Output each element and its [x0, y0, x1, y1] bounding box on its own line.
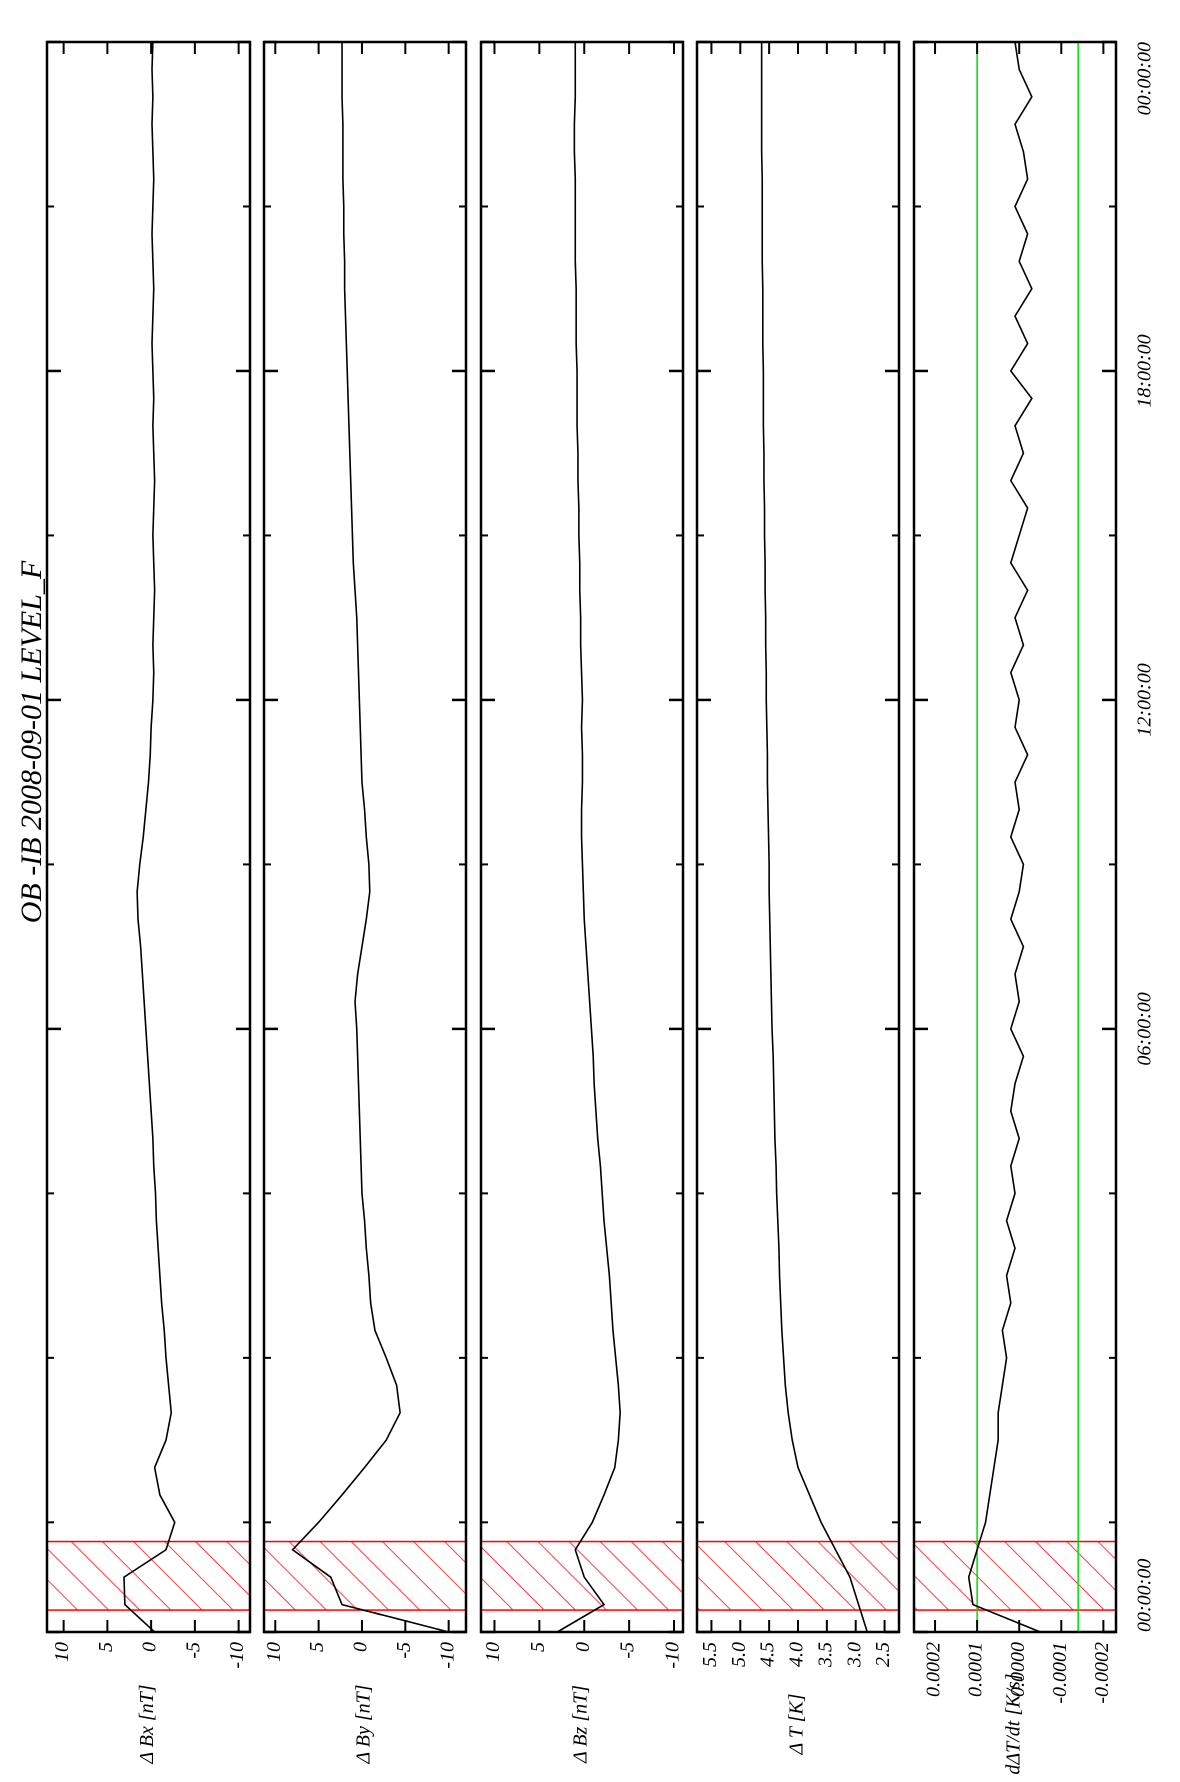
data-line [760, 42, 869, 1633]
y-tick-label: 4.5 [757, 1642, 779, 1667]
x-tick-label: 06:00:00 [1134, 992, 1156, 1065]
chart-title: OB -IB 2008-09-01 LEVEL_F [15, 560, 48, 923]
y-tick-label: -10 [436, 1642, 458, 1669]
y-tick-label: -10 [226, 1642, 248, 1669]
y-tick-label: 2.5 [872, 1642, 894, 1667]
y-tick-label: 0 [350, 1642, 372, 1652]
y-tick-label: 0.0001 [965, 1642, 987, 1697]
y-tick-label: 10 [263, 1642, 285, 1662]
y-tick-label: -0.0002 [1091, 1642, 1113, 1704]
y-tick-label: 3.5 [814, 1642, 836, 1668]
highlight-region [46, 1540, 251, 1611]
y-tick-label: 5.5 [699, 1642, 721, 1667]
y-tick-label: 10 [51, 1642, 73, 1662]
data-line [291, 42, 449, 1633]
y-tick-label: 4.0 [786, 1642, 808, 1667]
x-tick-label: 12:00:00 [1134, 663, 1156, 736]
y-tick-label: 5 [527, 1642, 549, 1652]
y-tick-label: 3.0 [843, 1642, 865, 1668]
y-tick-label: -5 [393, 1642, 415, 1659]
data-line [556, 42, 621, 1633]
y-axis-label: dΔT/dt [K/s] [1003, 1673, 1025, 1774]
panel-frame [479, 40, 685, 1634]
y-tick-label: 0.0000 [1007, 1642, 1029, 1697]
highlight-region [480, 1540, 684, 1611]
panel-frame [912, 40, 1118, 1634]
y-tick-label: 0 [139, 1642, 161, 1652]
y-axis-label: Δ T [K] [786, 1693, 808, 1755]
data-line [967, 41, 1041, 1633]
panel-frame [262, 40, 468, 1634]
plot-area: OB -IB 2008-09-01 LEVEL_F 10 5 0 -5 -10 Δ Bx … [15, 40, 1156, 1775]
y-axis-label: Δ By [nT] [353, 1684, 375, 1764]
x-tick-label: 00:00:00 [1134, 1559, 1156, 1632]
y-tick-label: -10 [662, 1642, 684, 1669]
y-tick-label: 10 [482, 1642, 504, 1662]
highlight-region [696, 1540, 900, 1611]
y-tick-label: 5 [95, 1642, 117, 1652]
x-tick-label: 18:00:00 [1134, 334, 1156, 407]
panel-frame [45, 40, 252, 1634]
y-axis-label: Δ Bz [nT] [570, 1685, 592, 1764]
y-tick-label: 5.0 [728, 1642, 750, 1667]
y-tick-label: -5 [182, 1642, 204, 1659]
data-line [123, 41, 176, 1633]
y-tick-label: 0 [572, 1642, 594, 1652]
y-tick-label: 0.0002 [923, 1642, 945, 1697]
x-tick-label: 00:00:00 [1134, 42, 1156, 115]
panel-frame [695, 40, 901, 1634]
y-tick-label: -0.0001 [1049, 1642, 1071, 1704]
y-tick-label: -5 [617, 1642, 639, 1659]
highlight-region [913, 1540, 1117, 1611]
y-axis-label: Δ Bx [nT] [136, 1684, 158, 1764]
y-tick-label: 5 [306, 1642, 328, 1652]
